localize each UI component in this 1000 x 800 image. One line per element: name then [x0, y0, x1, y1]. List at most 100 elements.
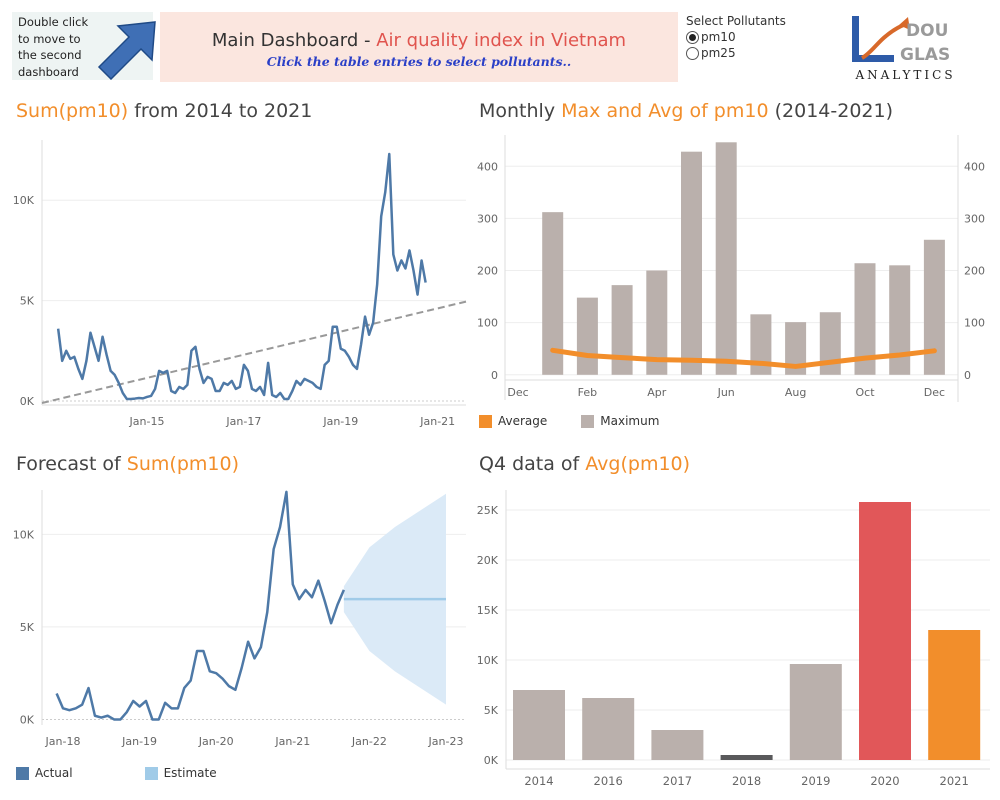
bar-q4-2020: [859, 502, 911, 760]
logo-text: ANALYTICS: [855, 68, 956, 82]
legend-swatch-average: [479, 414, 492, 428]
x-tick-label: Aug: [785, 386, 806, 399]
legend-swatch-maximum: [581, 414, 595, 428]
title-rest: Forecast of: [16, 453, 127, 475]
bar-maximum: [854, 263, 876, 375]
y-tick-label: 300: [477, 212, 498, 225]
x-tick-label: 2017: [663, 774, 692, 788]
y-tick-label: 10K: [477, 654, 499, 667]
x-tick-label: Jan-17: [225, 415, 261, 428]
x-tick-label: Oct: [855, 386, 875, 399]
legend-monthly: Average Maximum: [479, 414, 659, 428]
legend-swatch-estimate: [144, 766, 158, 780]
x-tick-label: 2019: [801, 774, 830, 788]
title-rest: Q4 data of: [479, 453, 586, 475]
x-tick-label: Jan-19: [322, 415, 358, 428]
legend-forecast: Actual Estimate: [16, 766, 217, 780]
series-line-actual: [55, 490, 346, 721]
chart-sum-pm10[interactable]: 0K 5K 10K Jan-15 Jan-17 Jan-19 Jan-21: [0, 130, 470, 435]
arrow-up-right-icon[interactable]: [97, 18, 157, 80]
legend-label: Estimate: [163, 766, 217, 780]
title-rest: from 2014 to 2021: [128, 100, 313, 122]
y2-tick-label: 100: [964, 317, 985, 330]
legend-swatch-actual: [16, 766, 29, 780]
y2-tick-label: 200: [964, 265, 985, 278]
bar-q4-2017: [651, 730, 704, 760]
title-highlight: Sum(pm10): [16, 100, 129, 122]
y-tick-label: 100: [477, 317, 498, 330]
x-tick-label: Jun: [717, 386, 735, 399]
y-tick-label: 0K: [484, 754, 499, 767]
x-tick-label: Jan-21: [274, 735, 310, 748]
chart-forecast[interactable]: 0K 5K 10K Jan-18 Jan-19 Jan-20 Jan-21 Jan-22 Jan…: [0, 485, 470, 755]
x-tick-label: Jan-15: [129, 415, 165, 428]
y-tick-label: 15K: [477, 604, 499, 617]
trend-line: [41, 300, 467, 404]
chart-q4-avg[interactable]: 0K 5K 10K 15K 20K 25K 2014 2016 2017 2018 2019 2020…: [470, 485, 1000, 790]
bar-maximum: [785, 322, 807, 375]
panel-title-sum-pm10: Sum(pm10) from 2014 to 2021: [16, 100, 312, 122]
x-tick-label: Jan-23: [428, 735, 464, 748]
radio-unselected-icon[interactable]: [686, 46, 699, 60]
bar-maximum: [542, 212, 564, 375]
y-tick-label: 5K: [484, 704, 499, 717]
logo-mark-icon: DOU GLAS: [852, 16, 950, 65]
y-tick-label: 20K: [477, 554, 499, 567]
bar-maximum: [750, 314, 772, 375]
title-rest: (2014-2021): [768, 100, 893, 122]
panel-title-monthly: Monthly Max and Avg of pm10 (2014-2021): [479, 100, 893, 122]
series-line-average: [550, 347, 937, 369]
title-highlight: Max and Avg of pm10: [561, 100, 769, 122]
title-highlight: Sum(pm10): [126, 453, 239, 475]
panel-title-forecast: Forecast of Sum(pm10): [16, 453, 239, 475]
title-separator: -: [358, 30, 377, 51]
nav-hint-text: Double click to move to the second dashb…: [18, 15, 89, 79]
radio-selected-icon[interactable]: [686, 30, 699, 44]
y-tick-label: 400: [477, 160, 498, 173]
y-tick-label: 200: [477, 265, 498, 278]
x-tick-label: 2020: [870, 774, 899, 788]
bar-q4-2018: [720, 755, 773, 760]
bar-maximum: [611, 285, 633, 375]
dashboard-nav-box[interactable]: Double click to move to the second dashb…: [12, 12, 156, 80]
x-tick-label: 2021: [940, 774, 969, 788]
bar-q4-2014: [513, 690, 565, 760]
x-tick-label: Apr: [647, 386, 667, 399]
bar-q4-2021: [928, 630, 981, 760]
y-tick-label: 25K: [477, 504, 499, 517]
x-tick-label: Jan-20: [198, 735, 234, 748]
title-topic: Air quality index in Vietnam: [376, 30, 627, 51]
bar-maximum: [576, 297, 598, 375]
x-tick-label: Dec: [924, 386, 945, 399]
y2-tick-label: 300: [964, 212, 985, 225]
y-tick-label: 10K: [13, 194, 35, 207]
series-line-sum-pm10: [56, 152, 427, 401]
pollutant-selector-label: Select Pollutants: [686, 14, 786, 28]
bar-maximum: [923, 239, 945, 375]
page-title: Main Dashboard - Air quality index in Vi…: [160, 30, 678, 51]
pollutant-option-label: pm25: [701, 46, 736, 60]
title-rest: Monthly: [479, 100, 562, 122]
pollutant-option-pm25[interactable]: pm25: [686, 46, 826, 60]
x-tick-label: Dec: [507, 386, 528, 399]
pollutant-option-pm10[interactable]: pm10: [686, 30, 826, 44]
x-tick-label: Jan-19: [121, 735, 157, 748]
dashboard-header: Main Dashboard - Air quality index in Vi…: [160, 12, 678, 82]
bar-maximum: [681, 151, 702, 375]
pollutant-selector: Select Pollutants pm10 pm25: [686, 14, 826, 60]
y-tick-label: 10K: [13, 528, 35, 541]
legend-label: Maximum: [600, 414, 660, 428]
x-tick-label: Jan-22: [351, 735, 387, 748]
x-tick-label: Feb: [578, 386, 597, 399]
chart-monthly-max-avg[interactable]: 0 0 100 100 200 200 300 300 400 400 Dec Feb Apr Jun Au…: [470, 130, 1000, 410]
logo-letters-mid: GLAS: [900, 45, 950, 65]
y2-tick-label: 0: [964, 369, 971, 382]
x-tick-label: 2016: [594, 774, 623, 788]
y-tick-label: 0: [491, 369, 498, 382]
x-tick-label: 2014: [524, 774, 553, 788]
bar-maximum: [889, 265, 911, 375]
title-highlight: Avg(pm10): [585, 453, 691, 475]
y-tick-label: 0K: [20, 395, 35, 408]
bar-q4-2019: [789, 664, 842, 760]
bar-q4-2016: [582, 698, 635, 760]
